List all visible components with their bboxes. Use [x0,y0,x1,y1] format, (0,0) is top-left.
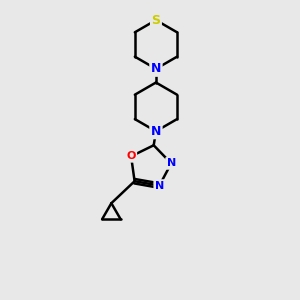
Text: N: N [155,181,164,190]
Text: N: N [151,125,161,138]
Text: N: N [151,62,161,75]
Text: O: O [126,151,136,161]
Text: S: S [152,14,160,27]
Text: N: N [167,158,176,168]
